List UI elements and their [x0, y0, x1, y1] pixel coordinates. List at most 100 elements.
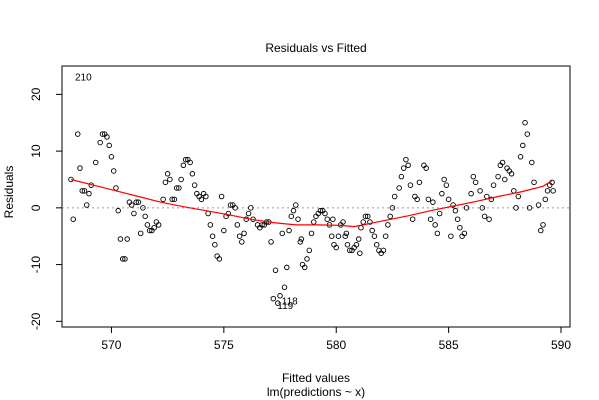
residual-point: [367, 219, 373, 225]
residual-point: [79, 188, 85, 194]
residual-point: [169, 196, 175, 203]
residual-point: [142, 213, 148, 220]
outlier-label: 119: [277, 301, 293, 312]
residual-point: [391, 193, 398, 200]
residual-point: [396, 185, 402, 191]
residual-point: [427, 216, 434, 222]
residual-point: [198, 196, 205, 203]
residual-point: [330, 216, 336, 222]
y-axis: -20 -10 0 10 20: [29, 87, 62, 330]
residual-point: [346, 247, 353, 254]
x-tick-label: 590: [551, 338, 571, 352]
residual-point: [108, 154, 115, 160]
residual-point: [212, 241, 218, 248]
residual-point: [268, 239, 274, 245]
residual-point: [414, 196, 420, 203]
residual-point: [284, 264, 290, 271]
residual-point: [502, 176, 508, 183]
residual-point: [140, 205, 146, 211]
residual-point: [203, 193, 209, 200]
residual-point: [234, 222, 241, 228]
residual-point: [81, 188, 88, 194]
residual-point: [486, 216, 492, 222]
residual-point: [236, 233, 243, 239]
residual-point: [167, 176, 173, 183]
residual-point: [470, 173, 477, 180]
residual-point: [522, 119, 528, 126]
residual-point: [162, 179, 169, 186]
residual-point: [477, 188, 483, 194]
residual-point: [306, 247, 313, 254]
residual-point: [425, 196, 432, 203]
residual-point: [104, 134, 110, 140]
residual-point: [322, 210, 328, 217]
residual-point: [155, 222, 162, 228]
residual-point: [448, 233, 454, 239]
residual-point: [164, 171, 171, 177]
residual-point: [288, 213, 295, 220]
residual-point: [189, 171, 196, 177]
residual-point: [524, 131, 531, 137]
residual-point: [389, 205, 396, 211]
x-axis-label: Fitted values: [282, 371, 350, 385]
residual-point: [353, 241, 360, 248]
residual-point: [369, 227, 375, 234]
residual-point: [355, 236, 362, 242]
residual-point: [187, 159, 193, 166]
outlier-label: 210: [75, 72, 92, 83]
residual-point: [128, 202, 135, 208]
residual-point: [443, 182, 450, 188]
residual-point: [135, 199, 142, 205]
data-points: [68, 119, 556, 306]
residual-point: [221, 227, 227, 234]
residual-point: [124, 236, 130, 242]
residual-point: [538, 227, 544, 234]
residual-point: [544, 188, 551, 194]
residual-point: [441, 176, 447, 183]
residual-point: [83, 202, 90, 208]
residual-point: [508, 171, 515, 177]
residual-point: [146, 227, 153, 234]
residual-point: [333, 244, 339, 251]
residual-point: [432, 222, 438, 228]
residual-point: [160, 196, 166, 203]
plot-area: [61, 65, 571, 328]
residual-point: [490, 182, 497, 188]
residual-point: [328, 233, 335, 239]
residual-point: [468, 190, 474, 197]
residual-point: [405, 162, 411, 169]
x-tick-label: 570: [101, 338, 121, 352]
residual-point: [531, 179, 537, 186]
residual-point: [380, 247, 387, 254]
residual-point: [304, 256, 310, 262]
residual-point: [463, 205, 470, 211]
residual-point: [232, 205, 238, 211]
residual-point: [343, 230, 350, 237]
residual-point: [542, 196, 549, 203]
residual-point: [259, 222, 265, 228]
residual-point: [385, 222, 391, 228]
residual-point: [115, 207, 121, 214]
residual-point: [70, 216, 76, 222]
y-tick-label: 10: [29, 144, 43, 158]
residual-point: [398, 173, 405, 180]
residual-point: [74, 131, 81, 137]
residual-point: [499, 159, 506, 166]
residual-point: [495, 173, 501, 180]
residual-point: [308, 230, 315, 237]
residual-point: [436, 210, 443, 217]
residual-point: [171, 196, 178, 203]
residual-point: [452, 207, 459, 214]
residual-point: [423, 165, 429, 171]
residual-point: [144, 222, 151, 228]
residual-point: [239, 239, 245, 245]
residual-point: [550, 188, 556, 194]
x-tick-label: 580: [326, 338, 346, 352]
residual-point: [364, 213, 371, 220]
residual-point: [342, 233, 348, 239]
residual-point: [335, 233, 342, 239]
residual-point: [454, 216, 461, 222]
residual-point: [180, 162, 187, 169]
